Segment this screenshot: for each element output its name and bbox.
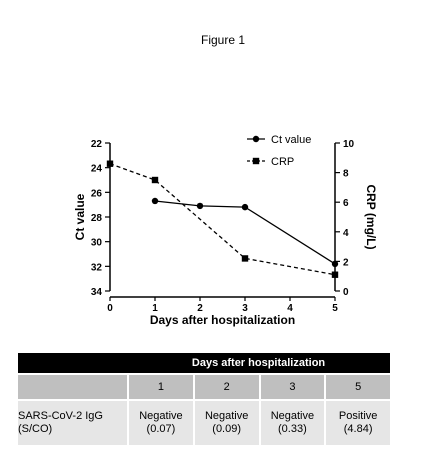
header-blank-cell — [18, 353, 128, 373]
result-value: (0.09) — [212, 423, 242, 435]
result-value: (4.84) — [343, 423, 373, 435]
figure-title: Figure 1 — [200, 33, 246, 47]
chart-legend: Ct value CRP — [247, 134, 311, 168]
y2-tick-label: 6 — [343, 198, 349, 209]
day-label-cell: 5 — [324, 373, 390, 399]
y2-tick-label: 0 — [343, 287, 349, 298]
y-tick-label: 26 — [91, 188, 103, 199]
x-axis-title: Days after hospitalization — [150, 313, 295, 327]
ct-data-point — [331, 260, 339, 268]
y2-axis-title: CRP (mg/L) — [364, 184, 378, 249]
header-days-title: Days after hospitalization — [127, 353, 390, 373]
y2-tick-label: 8 — [343, 169, 349, 180]
legend-circle-marker — [252, 135, 260, 143]
result-cell: Negative (0.07) — [127, 399, 193, 445]
crp-data-point — [331, 271, 339, 278]
day-number-row: 1 2 3 5 — [18, 373, 390, 399]
row-label-line: SARS-CoV-2 IgG — [18, 410, 103, 422]
crp-data-point — [241, 255, 249, 262]
legend-label: Ct value — [271, 134, 311, 146]
y-tick-label: 34 — [91, 287, 103, 298]
result-status: Negative — [204, 410, 249, 422]
y2-tick-label: 10 — [343, 139, 355, 150]
day-label-cell: 2 — [192, 373, 259, 399]
result-cell: Negative (0.09) — [192, 399, 259, 445]
table-header-row: Days after hospitalization — [18, 353, 390, 373]
result-value: (0.07) — [146, 423, 176, 435]
y-tick-label: 22 — [91, 139, 103, 150]
ct-data-point — [196, 202, 204, 210]
y-tick-label: 28 — [91, 213, 103, 224]
y-tick-label: 32 — [91, 262, 103, 273]
day-label-cell: 1 — [127, 373, 193, 399]
y-axis-title: Ct value — [73, 193, 87, 240]
x-tick-label: 0 — [107, 303, 113, 314]
y2-tick-label: 2 — [343, 257, 349, 268]
result-value: (0.33) — [278, 423, 307, 435]
x-tick-label: 4 — [287, 303, 293, 314]
y2-tick-label: 4 — [343, 228, 349, 239]
x-tick-label: 3 — [242, 303, 248, 314]
x-tick-label: 5 — [332, 303, 338, 314]
x-tick-label: 1 — [152, 303, 158, 314]
result-cell: Negative (0.33) — [258, 399, 325, 445]
day-row-blank-cell — [18, 373, 128, 399]
igg-results-table: Days after hospitalization 1 2 3 5 SARS-… — [18, 353, 390, 445]
x-tick-label: 2 — [197, 303, 203, 314]
legend-square-marker — [252, 157, 260, 165]
result-status: Positive — [338, 410, 378, 422]
row-label-cell: SARS-CoV-2 IgG (S/CO) — [18, 399, 128, 445]
result-status: Negative — [139, 410, 183, 422]
legend-label: CRP — [271, 156, 294, 168]
crp-data-point — [106, 160, 114, 167]
chart-series — [106, 160, 339, 278]
result-cell: Positive (4.84) — [324, 399, 390, 445]
ct-series-line — [154, 200, 336, 265]
igg-result-row: SARS-CoV-2 IgG (S/CO) Negative (0.07) Ne… — [18, 399, 390, 445]
ct-data-point — [151, 197, 159, 205]
result-status: Negative — [270, 410, 315, 422]
row-label-line: (S/CO) — [18, 423, 53, 435]
y-tick-label: 24 — [91, 164, 103, 175]
ct-data-point — [241, 203, 249, 211]
y-tick-label: 30 — [91, 238, 103, 249]
crp-series-line — [109, 163, 336, 276]
day-label-cell: 3 — [258, 373, 325, 399]
crp-data-point — [151, 176, 159, 184]
